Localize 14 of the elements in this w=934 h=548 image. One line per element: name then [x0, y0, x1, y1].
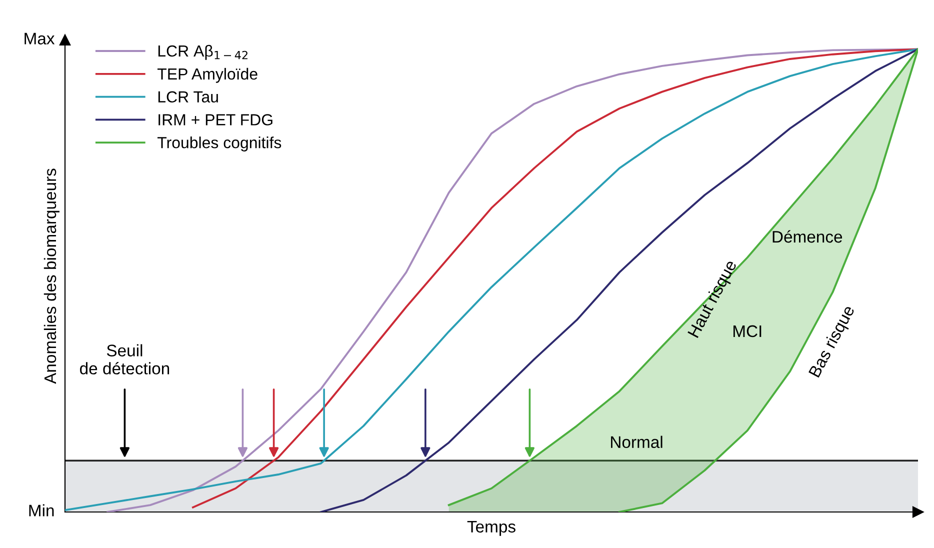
legend-label: Troubles cognitifs: [157, 136, 282, 152]
annotation: MCI: [733, 325, 762, 338]
legend-label: TEP Amyloïde: [157, 68, 258, 83]
annotation: Seuil de détection: [80, 344, 170, 374]
x-axis-title: Temps: [467, 520, 516, 536]
y-axis-title: Anomalies des biomarqueurs: [44, 168, 60, 384]
annotation: Démence: [772, 230, 842, 243]
legend-label: LCR Tau: [158, 91, 218, 103]
legend-label: IRM + PET FDG: [158, 114, 272, 126]
annotation: Bas risque: [808, 304, 858, 380]
text: Max: [24, 32, 55, 44]
annotation: Normal: [611, 436, 662, 448]
text: Min: [29, 504, 54, 516]
legend-label: LCR Aβ$_{1−42}$: [158, 44, 248, 60]
